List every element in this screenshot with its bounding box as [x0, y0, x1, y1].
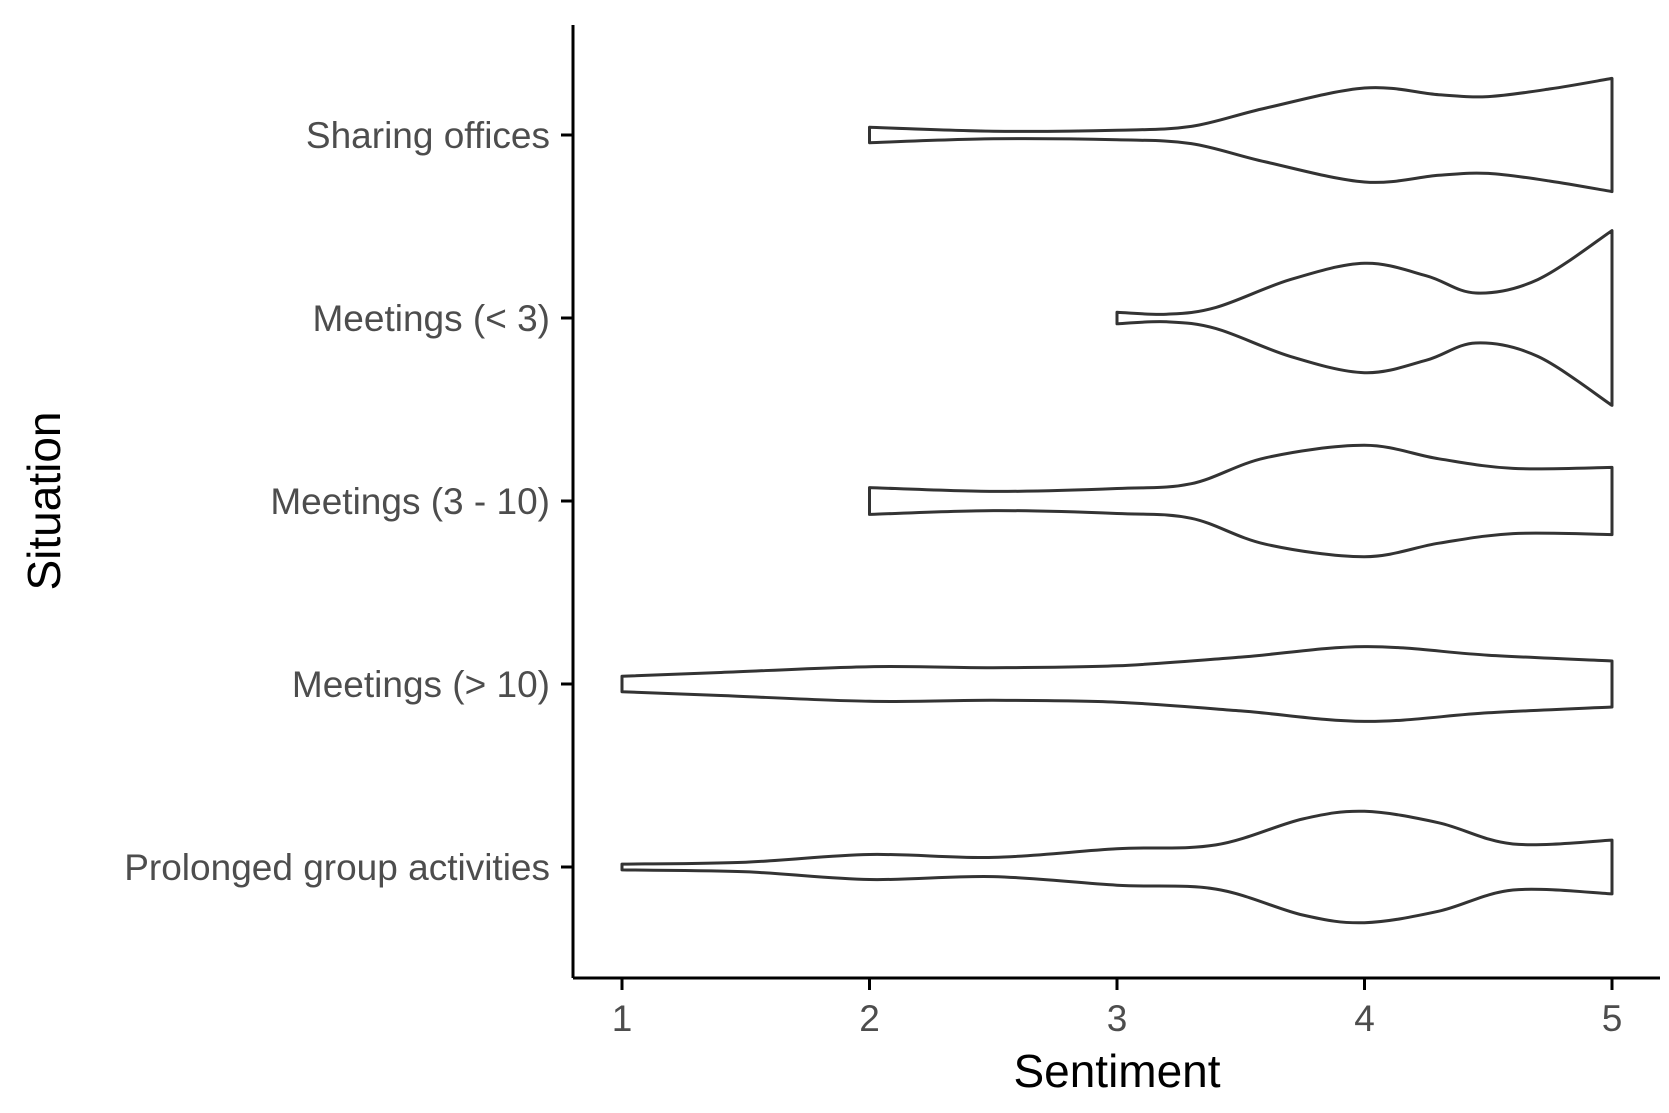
violins	[620, 76, 1614, 925]
y-axis-title: Situation	[18, 411, 70, 590]
x-tick-label-2: 2	[859, 998, 880, 1039]
y-axis-labels: Sharing offices Meetings (< 3) Meetings (3…	[124, 115, 573, 888]
x-tick-label-3: 3	[1107, 998, 1128, 1039]
y-tick-label-prolonged-group-activities: Prolonged group activities	[124, 847, 550, 888]
x-tick-label-5: 5	[1602, 998, 1623, 1039]
violin-meetings-3-10	[868, 443, 1614, 559]
y-tick-label-sharing-offices: Sharing offices	[306, 115, 550, 156]
violin-prolonged-group-activities	[620, 809, 1614, 925]
y-tick-label-meetings-10: Meetings (> 10)	[292, 664, 550, 705]
y-tick-label-meetings-3: Meetings (< 3)	[312, 298, 550, 339]
violin-sharing-offices	[868, 76, 1614, 194]
x-tick-label-1: 1	[612, 998, 633, 1039]
y-tick-label-meetings-3-10: Meetings (3 - 10)	[270, 481, 550, 522]
x-tick-label-4: 4	[1354, 998, 1375, 1039]
violin-meetings-3	[1115, 229, 1614, 407]
violin-meetings-10	[620, 645, 1614, 723]
x-axis-title: Sentiment	[1013, 1045, 1220, 1097]
x-axis-ticks: 1 2 3 4 5	[612, 978, 1623, 1039]
